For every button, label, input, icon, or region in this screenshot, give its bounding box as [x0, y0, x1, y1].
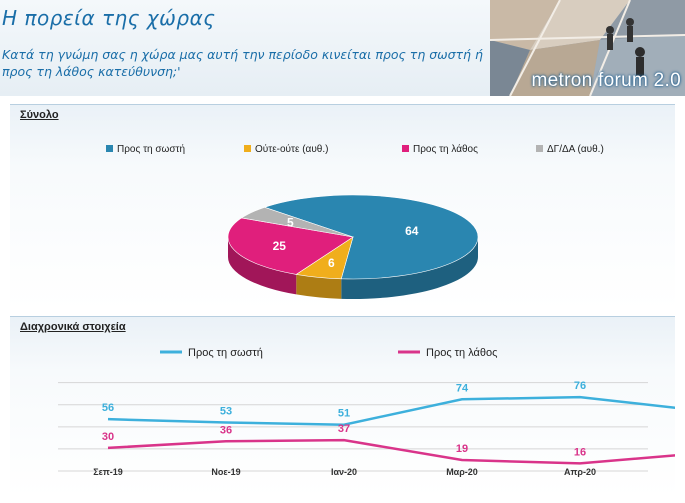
line-series: [107, 395, 675, 426]
pie-value-label: 5: [287, 216, 294, 230]
pie-legend-swatch: [536, 145, 543, 152]
pie-legend-swatch: [106, 145, 113, 152]
header: Η πορεία της χώρας Κατά τη γνώμη σας η χ…: [0, 0, 685, 96]
line-legend-label: Προς τη λάθος: [426, 347, 497, 359]
pie-slice-side: [296, 274, 342, 299]
line-data-label: 30: [102, 431, 114, 443]
line-data-label: 37: [338, 423, 350, 435]
line-legend-label: Προς τη σωστή: [188, 347, 263, 359]
line-x-tick-label: Σεπ-19: [93, 467, 123, 477]
pie-chart: Προς τη σωστή Ούτε-ούτε (αυθ.) Προς τη λάθ…: [106, 143, 604, 299]
line-x-tick-label: Μαρ-20: [446, 467, 478, 477]
line-data-label: 16: [574, 446, 586, 458]
pie-legend-swatch: [244, 145, 251, 152]
pie-slice-side: [341, 237, 478, 299]
pie-chart-title: Σύνολο: [20, 109, 59, 121]
line-chart-title: Διαχρονικά στοιχεία: [20, 321, 126, 333]
line-data-label: 56: [102, 402, 114, 414]
pie-value-label: 25: [273, 239, 287, 253]
line-data-label: 53: [220, 405, 232, 417]
line-chart-panel: Διαχρονικά στοιχεία Προς τη σωστή Προς τη…: [10, 316, 675, 497]
pie-legend-label: Προς τη σωστή: [117, 143, 185, 155]
brand-logo: metron forum 2.0: [531, 70, 681, 91]
pie-legend-label: ΔΓ/ΔΑ (αυθ.): [547, 144, 604, 155]
line-data-label: 74: [456, 382, 469, 394]
line-x-tick-label: Απρ-20: [564, 467, 596, 477]
pie-slice: [240, 206, 354, 238]
line-data-label: 76: [574, 380, 586, 392]
survey-question: Κατά τη γνώμη σας η χώρα μας αυτή την πε…: [2, 47, 483, 79]
pie-legend-swatch: [402, 145, 409, 152]
line-series: [107, 438, 675, 465]
line-x-tick-label: Νοε-19: [211, 467, 240, 477]
pie-slice-side: [228, 237, 297, 295]
pie-slice: [263, 194, 479, 280]
line-data-label: 19: [456, 443, 468, 455]
page-title: Η πορεία της χώρας: [2, 6, 216, 30]
header-photo-graphic: [490, 0, 685, 96]
pie-slice: [227, 217, 354, 275]
line-data-label: 36: [220, 424, 232, 436]
line-data-label: 51: [338, 408, 350, 420]
line-x-tick-label: Ιαν-20: [331, 467, 357, 477]
pie-legend-label: Προς τη λάθος: [413, 143, 478, 155]
pie-legend-label: Ούτε-ούτε (αυθ.): [255, 143, 328, 155]
pie-value-label: 64: [405, 224, 419, 238]
header-photo: metron forum 2.0: [490, 0, 685, 96]
pie-chart-panel: Σύνολο Προς τη σωστή Ούτε-ούτε (αυθ.) Προς…: [10, 104, 675, 310]
pie-value-label: 6: [328, 256, 335, 270]
